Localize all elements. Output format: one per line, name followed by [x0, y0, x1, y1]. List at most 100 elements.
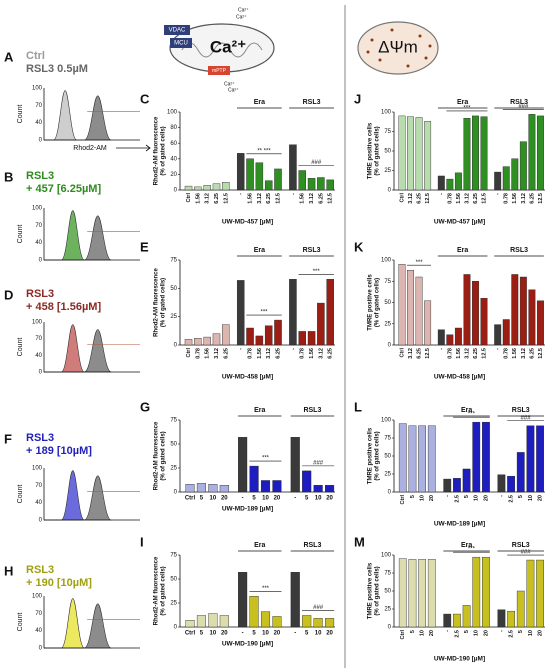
axis — [43, 88, 140, 141]
bar — [494, 171, 502, 191]
y-axis-label: (% of gated cells) — [161, 431, 167, 480]
y-tick-label: 100 — [381, 418, 392, 424]
x-tick-label: 6.25 — [328, 348, 334, 359]
x-tick-label: - — [294, 496, 296, 502]
bar — [427, 559, 436, 628]
mptp-label: mPTP — [212, 68, 227, 74]
bar — [424, 121, 432, 191]
bar — [502, 166, 510, 191]
bar — [298, 331, 306, 346]
y-axis-label: Count — [17, 613, 24, 632]
x-tick-label: 10 — [210, 631, 217, 637]
bar — [526, 425, 535, 493]
panel-letter: A — [4, 49, 14, 64]
y-axis-label: TMRE positive cells — [368, 562, 374, 619]
y-tick-label: 50 — [384, 300, 391, 306]
x-tick-label: 5 — [518, 630, 524, 633]
x-tick-label: 5 — [252, 496, 256, 502]
group-label: RSL3 — [510, 247, 528, 254]
panel-label: RSL3 0.5µM — [26, 63, 88, 75]
bar — [184, 339, 193, 346]
x-tick-label: 2.5 — [509, 495, 515, 503]
y-tick-label: 75 — [384, 571, 391, 577]
panel-label: + 457 [6.25µM] — [26, 183, 101, 195]
bar — [236, 153, 245, 191]
x-tick-label: 3.12 — [464, 193, 470, 204]
y-tick-label: 40 — [35, 240, 42, 246]
y-tick-label: 20 — [170, 172, 177, 178]
x-tick-label: Ctrl — [186, 193, 192, 203]
y-tick-label: 75 — [384, 279, 391, 285]
x-tick-label: 10 — [474, 495, 480, 501]
bar — [463, 274, 471, 346]
bar — [203, 185, 211, 191]
bar — [196, 483, 206, 493]
bar — [290, 572, 300, 628]
bar — [519, 141, 527, 191]
significance-label: ### — [518, 104, 529, 110]
x-tick-label: 2.5 — [454, 495, 460, 503]
y-tick-label: 40 — [170, 156, 177, 162]
calcium-out: Ca²⁺ — [224, 81, 235, 87]
x-tick-label: 5 — [305, 496, 309, 502]
group-label: Era — [254, 247, 265, 254]
calcium-out: Ca²⁺ — [228, 87, 239, 93]
x-tick-label: - — [238, 193, 244, 195]
x-tick-label: 6.25 — [473, 193, 479, 204]
bar — [222, 181, 230, 191]
bar — [212, 333, 221, 346]
mptp-box — [208, 66, 230, 75]
bar — [238, 437, 248, 493]
significance-label: *** — [261, 310, 269, 316]
bar — [472, 115, 479, 191]
x-tick-label: 6.25 — [529, 348, 535, 359]
y-tick-label: 0 — [388, 490, 392, 496]
bar — [302, 470, 312, 493]
bar — [462, 605, 471, 628]
y-tick-label: 25 — [384, 472, 391, 478]
y-tick-label: 50 — [170, 577, 177, 583]
y-axis-label: (% of gated cells) — [161, 126, 167, 175]
x-tick-label: 20 — [538, 630, 544, 636]
x-tick-label: Ctrl — [400, 495, 406, 505]
x-tick-label: 5 — [410, 630, 416, 633]
y-tick-label: 0 — [174, 188, 178, 194]
arrow — [116, 144, 151, 152]
x-tick-label: 10 — [262, 496, 269, 502]
bar — [511, 274, 519, 346]
bar — [526, 559, 535, 628]
y-tick-label: 70 — [35, 103, 42, 109]
bar — [536, 300, 544, 346]
x-tick-label: 0.78 — [247, 348, 253, 359]
mcu-label: MCU — [174, 41, 188, 47]
bar — [516, 452, 525, 493]
bar — [507, 610, 515, 628]
x-tick-label: 20 — [326, 496, 333, 502]
group-label: Era — [254, 99, 265, 106]
x-tick-label: 5 — [305, 631, 309, 637]
bar — [236, 280, 245, 346]
y-tick-label: 25 — [170, 314, 177, 320]
x-tick-label: 5 — [518, 495, 524, 498]
x-tick-label: 12.5 — [481, 193, 487, 204]
x-tick-label: 10 — [420, 630, 426, 636]
group-label: RSL3 — [303, 247, 321, 254]
bar — [536, 425, 544, 493]
x-tick-label: 0.78 — [504, 348, 510, 359]
bar — [208, 613, 218, 628]
x-tick-label: 0.78 — [195, 348, 201, 359]
bar — [502, 319, 510, 346]
x-tick-label: - — [242, 496, 244, 502]
y-tick-label: 50 — [384, 149, 391, 155]
panel-letter: I — [140, 534, 144, 549]
y-tick-label: 100 — [381, 110, 392, 116]
bar — [407, 270, 414, 346]
x-tick-label: 5 — [200, 631, 204, 637]
bar — [326, 179, 334, 191]
x-axis-label: UW-MD-458 [µM] — [222, 374, 273, 381]
x-tick-label: 20 — [538, 495, 544, 501]
bar — [255, 335, 264, 346]
y-tick-label: 70 — [35, 483, 42, 489]
bar — [184, 185, 193, 191]
calcium-in: Ca²⁺ — [236, 14, 247, 20]
